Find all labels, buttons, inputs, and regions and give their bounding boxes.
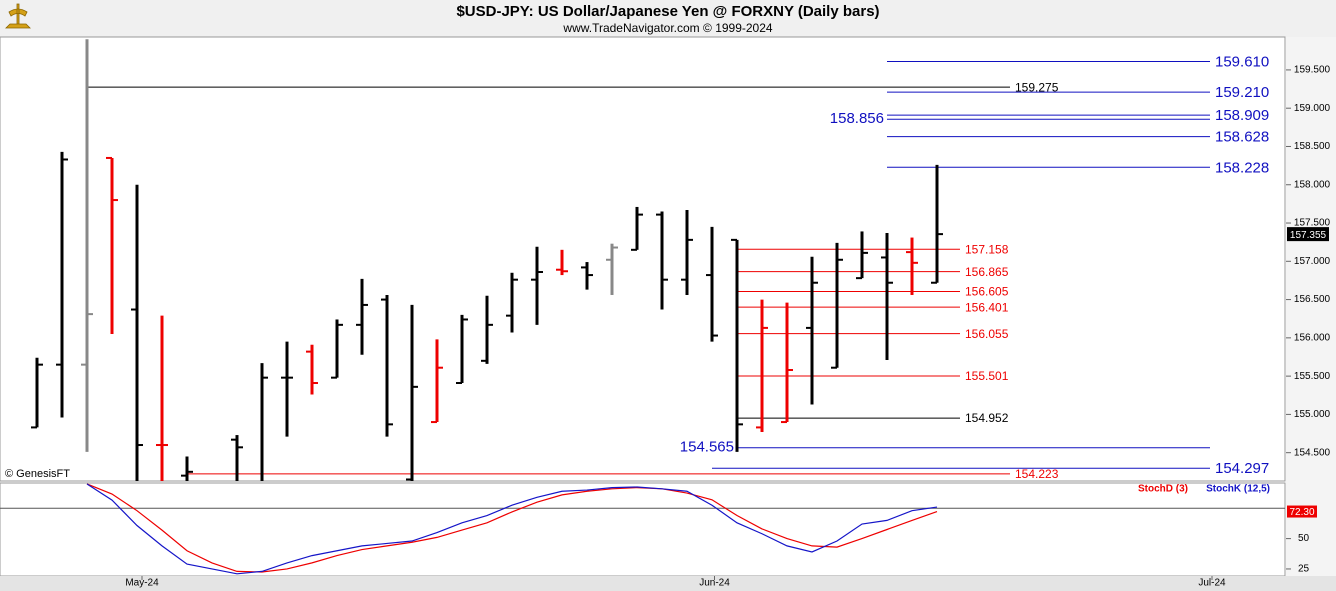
level-label: 159.275: [1015, 80, 1059, 94]
level-label: 156.865: [965, 265, 1009, 279]
y-tick-label: 155.500: [1294, 371, 1331, 382]
y-tick-label: 156.000: [1294, 332, 1331, 343]
y-tick-label: 156.500: [1294, 294, 1331, 305]
level-label: 159.210: [1215, 84, 1269, 101]
last-price-box: [1287, 227, 1329, 242]
level-label: 154.297: [1215, 460, 1269, 477]
y-tick-label: 154.500: [1294, 447, 1331, 458]
y-tick-label: 159.000: [1294, 103, 1331, 114]
y-tick-label: 158.500: [1294, 141, 1331, 152]
stoch-line: [86, 483, 938, 575]
y-tick-label: 157.000: [1294, 256, 1331, 267]
level-label: 158.909: [1215, 107, 1269, 124]
y-tick-label: 25: [1298, 564, 1310, 575]
level-label: 158.628: [1215, 129, 1269, 146]
price-panel: [0, 36, 1286, 482]
level-label: 158.228: [1215, 159, 1269, 176]
y-tick-label: 159.500: [1294, 65, 1331, 76]
x-tick-label: Jun-24: [699, 578, 730, 589]
x-tick-label: May-24: [125, 578, 159, 589]
source-note: © GenesisFT: [5, 468, 70, 480]
last-value-box: [1287, 505, 1317, 518]
stoch-panel: [0, 482, 1286, 577]
level-label: 156.605: [965, 285, 1009, 299]
bottom-axis: [0, 576, 1336, 591]
level-label: 156.055: [965, 327, 1009, 341]
level-label: 156.401: [965, 300, 1009, 314]
y-tick-label: 155.000: [1294, 409, 1331, 420]
logo: [5, 3, 31, 29]
chart-subtitle: www.TradeNavigator.com © 1999-2024: [562, 21, 772, 35]
level-label: 158.856: [830, 110, 884, 127]
legend-entry: StochK (12,5): [1206, 484, 1270, 495]
level-label: 155.501: [965, 369, 1009, 383]
chart-title: $USD-JPY: US Dollar/Japanese Yen @ FORXN…: [456, 3, 879, 20]
right-axis: [1286, 37, 1336, 576]
level-label: 154.223: [1015, 467, 1059, 481]
stoch-line: [86, 483, 938, 573]
x-tick-label: Jul-24: [1198, 578, 1226, 589]
y-tick-label: 50: [1298, 533, 1310, 544]
y-tick-label: 158.000: [1294, 179, 1331, 190]
level-label: 159.610: [1215, 53, 1269, 70]
price-plot: 159.610 159.275 159.210 158.909 158.856 158.6…: [31, 39, 1269, 481]
y-tick-label: 157.500: [1294, 218, 1331, 229]
legend-entry: StochD (3): [1138, 484, 1188, 495]
header-bg: [0, 0, 1336, 37]
stoch-plot: [0, 483, 1285, 575]
last-price-label: 157.355: [1290, 230, 1327, 241]
level-label: 157.158: [965, 242, 1009, 256]
last-value-label: 72.30: [1289, 507, 1314, 518]
level-label: 154.565: [680, 439, 734, 456]
level-label: 154.952: [965, 411, 1009, 425]
